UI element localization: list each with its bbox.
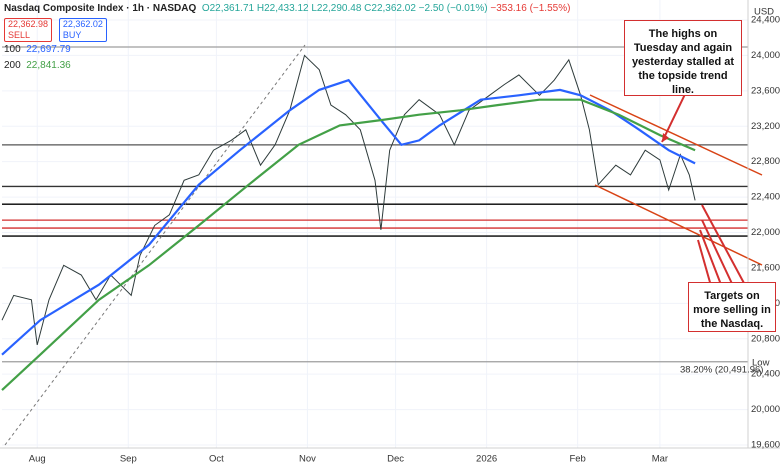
series-line <box>1 54 696 346</box>
ohlc: O22,361.71 H22,433.12 L22,290.48 C22,362… <box>201 3 488 14</box>
y-tick-label: 23,600 <box>751 85 780 96</box>
y-tick-label: 23,200 <box>751 121 780 132</box>
y-tick-label: 20,400 <box>751 369 780 380</box>
trend-line <box>589 94 763 176</box>
indicator-row: 100 22,697.79 <box>4 44 71 55</box>
currency: USD <box>754 7 774 18</box>
y-tick-label: 24,000 <box>751 50 780 61</box>
levels <box>2 46 748 363</box>
buy-button[interactable]: 22,362.02 BUY <box>58 18 107 42</box>
trend-line <box>4 44 306 446</box>
trend-line <box>594 184 763 266</box>
indicator-value: 22,841.36 <box>26 60 71 71</box>
y-tick-label: 20,800 <box>751 333 780 344</box>
indicator-row: 200 22,841.36 <box>4 60 71 71</box>
annotation: The highs on Tuesday and again yesterday… <box>624 20 742 96</box>
x-tick-label: Feb <box>569 454 585 465</box>
change: −353.16 (−1.55%) <box>490 3 571 14</box>
x-tick-label: Mar <box>652 454 668 465</box>
trade-row: 22,362.98 SELL 22,362.02 BUY <box>4 18 111 42</box>
buy-price: 22,362.02 <box>62 19 103 29</box>
y-tick-label: 20,000 <box>751 404 780 415</box>
x-tick-label: Sep <box>120 454 137 465</box>
x-tick-label: Nov <box>299 454 316 465</box>
grid <box>2 0 748 448</box>
x-tick-label: Oct <box>209 454 224 465</box>
y-tick-label: 24,400 <box>751 15 780 26</box>
y-tick-label: 19,600 <box>751 440 780 451</box>
y-tick-label: 22,400 <box>751 192 780 203</box>
indicator-label: 100 <box>4 44 21 55</box>
sell-price: 22,362.98 <box>8 19 49 29</box>
annotation: Targets on more selling in the Nasdaq. <box>688 282 776 332</box>
sell-label: SELL <box>8 30 31 40</box>
fib-label: 38.20% (20,491.96) <box>680 364 763 375</box>
y-tick-label: 22,800 <box>751 156 780 167</box>
series-line <box>1 98 696 391</box>
header-row: Nasdaq Composite Index · 1h · NASDAQ O22… <box>4 3 570 14</box>
y-tick-label: 21,600 <box>751 262 780 273</box>
x-tick-label: 2026 <box>476 454 497 465</box>
low-label: Low <box>752 357 770 368</box>
indicator-label: 200 <box>4 60 21 71</box>
x-tick-label: Dec <box>387 454 404 465</box>
series <box>1 54 696 391</box>
indicator-value: 22,697.79 <box>26 44 71 55</box>
arrow-head <box>662 133 669 142</box>
arrow <box>661 87 689 143</box>
symbol: Nasdaq Composite Index · 1h · NASDAQ <box>4 3 197 14</box>
sell-button[interactable]: 22,362.98 SELL <box>4 18 53 42</box>
arrow <box>701 204 746 286</box>
y-tick-label: 22,000 <box>751 227 780 238</box>
series-line <box>1 78 696 356</box>
x-tick-label: Aug <box>29 454 46 465</box>
arrow <box>701 219 736 291</box>
arrows <box>697 204 746 301</box>
buy-label: BUY <box>62 30 82 40</box>
